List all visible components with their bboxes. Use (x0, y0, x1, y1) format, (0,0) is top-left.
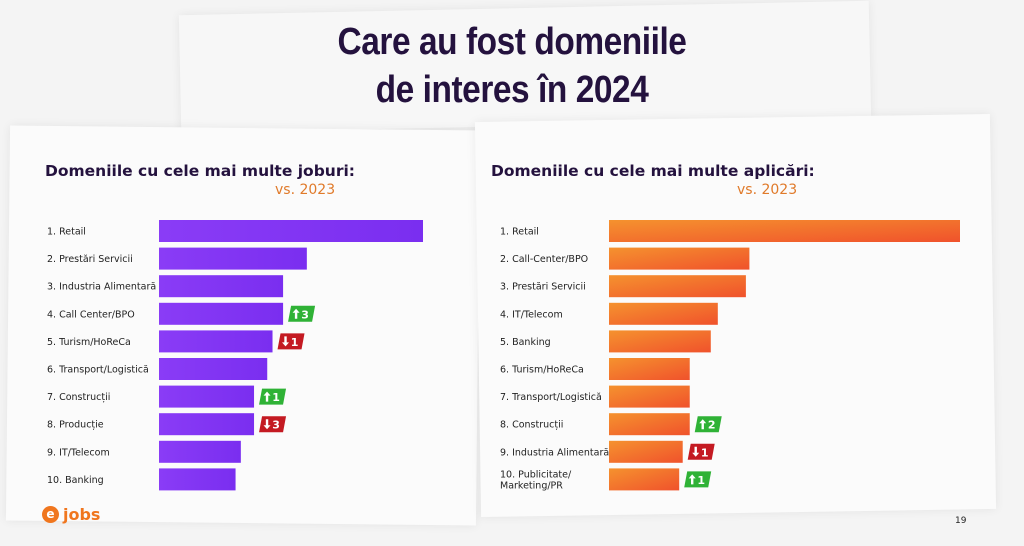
category-label: 9. IT/Telecom (47, 447, 110, 458)
bar (609, 247, 750, 270)
category-label: 1. Retail (500, 227, 539, 238)
badge-shape (288, 305, 316, 322)
applications-chart: 1. Retail 2. Call-Center/BPO 3. Prestări S… (500, 220, 960, 491)
arrow-up-icon (292, 308, 300, 319)
badge-value: 1 (272, 391, 280, 404)
rank-down-badge: 1 (277, 333, 305, 350)
category-label: 6. Turism/HoReCa (500, 365, 584, 376)
bar (609, 220, 960, 242)
rank-up-badge: 1 (259, 388, 287, 405)
bar (159, 413, 255, 436)
category-label: 3. Industria Alimentară (47, 282, 156, 293)
bar (159, 220, 423, 242)
badge-shape (259, 388, 287, 405)
bar (159, 468, 236, 491)
category-label: 8. Construcții (500, 420, 563, 431)
applications-chart-subtitle: vs. 2023 (737, 182, 798, 198)
rank-down-badge: 3 (259, 416, 287, 433)
arrow-down-icon (282, 336, 290, 347)
category-label: 9. Industria Alimentară (500, 447, 609, 458)
category-label: 10. Publicitate/Marketing/PR (500, 469, 572, 491)
bar (159, 330, 273, 353)
slide-title-line1: Care au fost domeniile (337, 21, 687, 63)
slide-title-line2: de interes în 2024 (375, 69, 649, 111)
rank-down-badge: 1 (687, 443, 715, 460)
applications-chart-title: Domeniile cu cele mai multe aplicări: (491, 162, 815, 180)
bar (609, 468, 680, 491)
badge-shape (684, 471, 712, 488)
category-label: 5. Banking (500, 337, 551, 348)
bar (609, 413, 690, 436)
bar (609, 440, 683, 463)
bar (159, 302, 284, 325)
bar (159, 440, 241, 463)
logo-text: jobs (63, 505, 101, 524)
rank-up-badge: 2 (694, 416, 722, 433)
category-label: 2. Call-Center/BPO (500, 254, 588, 265)
category-label: 1. Retail (47, 227, 86, 238)
badge-shape (259, 416, 287, 433)
jobs-chart-subtitle: vs. 2023 (275, 182, 336, 198)
bar (159, 275, 284, 298)
category-label: 6. Transport/Logistică (47, 365, 149, 376)
arrow-down-icon (692, 446, 700, 457)
bar (159, 247, 307, 270)
jobs-chart-title: Domeniile cu cele mai multe joburi: (45, 162, 355, 180)
category-label: 10. Banking (47, 475, 104, 486)
arrow-up-icon (688, 474, 696, 485)
bar (609, 330, 711, 353)
badge-value: 1 (697, 474, 705, 487)
badge-value: 2 (708, 419, 716, 432)
jobs-chart: 1. Retail 2. Prestări Servicii 3. Industri… (47, 220, 423, 491)
category-label: 5. Turism/HoReCa (47, 337, 131, 348)
badge-value: 3 (272, 419, 280, 432)
badge-shape (277, 333, 305, 350)
bar (609, 385, 690, 408)
category-label: 3. Prestări Servicii (500, 282, 586, 293)
category-label: 7. Construcții (47, 392, 110, 403)
badge-shape (694, 416, 722, 433)
arrow-up-icon (263, 391, 271, 402)
category-label: 2. Prestări Servicii (47, 254, 133, 265)
bar (159, 358, 268, 380)
arrow-up-icon (699, 419, 707, 430)
logo-mark: e (42, 506, 59, 523)
ejobs-logo: e jobs (42, 505, 100, 524)
rank-up-badge: 1 (684, 471, 712, 488)
rank-up-badge: 3 (288, 305, 316, 322)
bar (609, 302, 718, 325)
slide-title: Care au fost domeniile de interes în 202… (61, 18, 962, 114)
page-number: 19 (955, 516, 967, 526)
badge-value: 1 (291, 336, 299, 349)
arrow-down-icon (263, 419, 271, 430)
category-label: 4. IT/Telecom (500, 309, 563, 320)
bar (159, 385, 255, 408)
category-label: 7. Transport/Logistică (500, 392, 602, 403)
bar (609, 358, 690, 380)
badge-value: 3 (301, 308, 309, 321)
badge-value: 1 (701, 446, 709, 459)
badge-shape (687, 443, 715, 460)
bar (609, 275, 746, 298)
category-label: 4. Call Center/BPO (47, 309, 135, 320)
category-label: 8. Producție (47, 420, 104, 431)
